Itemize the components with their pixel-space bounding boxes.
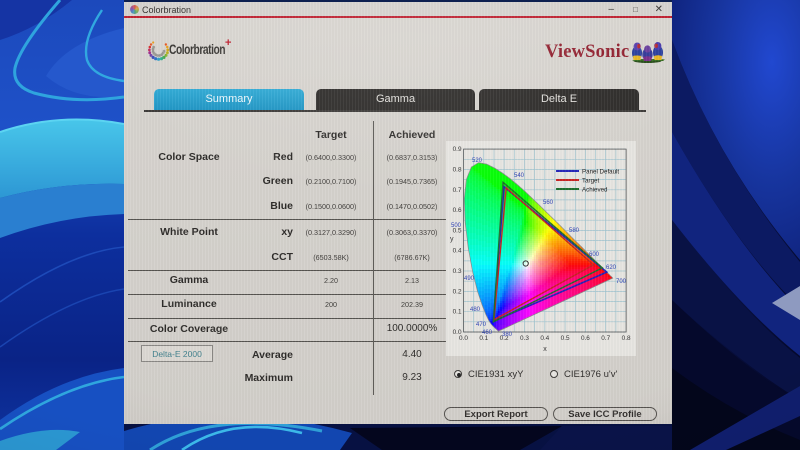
svg-text:470: 470 — [476, 322, 487, 328]
svg-text:0.1: 0.1 — [479, 335, 488, 342]
svg-text:540: 540 — [514, 173, 525, 179]
svg-text:0.2: 0.2 — [453, 288, 462, 295]
svg-text:0.8: 0.8 — [622, 335, 631, 342]
svg-text:0.3: 0.3 — [453, 268, 462, 275]
svg-text:560: 560 — [543, 200, 554, 206]
svg-text:700: 700 — [616, 279, 627, 285]
svg-text:460: 460 — [482, 330, 493, 336]
svg-text:0.4: 0.4 — [540, 335, 549, 342]
svg-text:x: x — [543, 346, 547, 353]
svg-text:0.0: 0.0 — [459, 335, 468, 342]
svg-text:y: y — [450, 236, 454, 243]
svg-text:380: 380 — [502, 332, 513, 338]
svg-text:Panel Default: Panel Default — [582, 169, 619, 176]
svg-text:580: 580 — [569, 228, 580, 234]
svg-text:600: 600 — [589, 252, 600, 258]
svg-text:480: 480 — [470, 307, 481, 313]
svg-text:500: 500 — [451, 223, 462, 229]
svg-text:0.6: 0.6 — [581, 335, 590, 342]
svg-text:0.7: 0.7 — [601, 335, 610, 342]
svg-text:0.6: 0.6 — [453, 207, 462, 214]
svg-text:520: 520 — [472, 158, 483, 164]
svg-text:0.5: 0.5 — [453, 227, 462, 234]
svg-text:0.5: 0.5 — [561, 335, 570, 342]
svg-text:Achieved: Achieved — [582, 187, 608, 194]
svg-text:Target: Target — [582, 178, 599, 185]
svg-text:490: 490 — [464, 276, 475, 282]
svg-text:0.4: 0.4 — [453, 248, 462, 255]
svg-text:0.2: 0.2 — [500, 335, 509, 342]
svg-text:620: 620 — [606, 265, 617, 271]
svg-text:0.7: 0.7 — [453, 187, 462, 194]
svg-text:0.3: 0.3 — [520, 335, 529, 342]
svg-text:0.1: 0.1 — [453, 309, 462, 316]
svg-text:0.8: 0.8 — [453, 166, 462, 173]
svg-text:0.9: 0.9 — [453, 146, 462, 153]
svg-text:0.0: 0.0 — [453, 329, 462, 336]
